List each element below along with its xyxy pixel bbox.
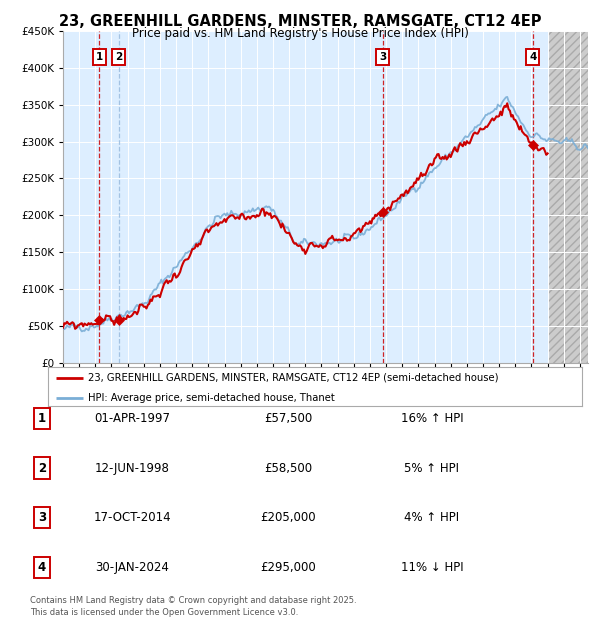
Text: 16% ↑ HPI: 16% ↑ HPI — [401, 412, 463, 425]
Text: This data is licensed under the Open Government Licence v3.0.: This data is licensed under the Open Gov… — [30, 608, 298, 617]
Text: 1: 1 — [38, 412, 46, 425]
Text: £57,500: £57,500 — [264, 412, 312, 425]
Text: 2: 2 — [38, 462, 46, 474]
Text: 01-APR-1997: 01-APR-1997 — [94, 412, 170, 425]
Text: 2: 2 — [115, 52, 122, 62]
Text: Price paid vs. HM Land Registry's House Price Index (HPI): Price paid vs. HM Land Registry's House … — [131, 27, 469, 40]
Text: 5% ↑ HPI: 5% ↑ HPI — [404, 462, 460, 474]
Text: 11% ↓ HPI: 11% ↓ HPI — [401, 561, 463, 574]
Text: 4: 4 — [529, 52, 536, 62]
Text: £295,000: £295,000 — [260, 561, 316, 574]
Text: 3: 3 — [38, 512, 46, 524]
Text: Contains HM Land Registry data © Crown copyright and database right 2025.: Contains HM Land Registry data © Crown c… — [30, 596, 356, 606]
Text: 23, GREENHILL GARDENS, MINSTER, RAMSGATE, CT12 4EP: 23, GREENHILL GARDENS, MINSTER, RAMSGATE… — [59, 14, 541, 29]
Text: 4% ↑ HPI: 4% ↑ HPI — [404, 512, 460, 524]
Bar — [63, 31, 548, 363]
Bar — [548, 31, 588, 363]
Text: 12-JUN-1998: 12-JUN-1998 — [95, 462, 169, 474]
Text: 30-JAN-2024: 30-JAN-2024 — [95, 561, 169, 574]
Text: 4: 4 — [38, 561, 46, 574]
Bar — [548, 31, 588, 363]
Text: HPI: Average price, semi-detached house, Thanet: HPI: Average price, semi-detached house,… — [88, 392, 335, 402]
Text: £205,000: £205,000 — [260, 512, 316, 524]
Text: 3: 3 — [379, 52, 386, 62]
Text: 1: 1 — [95, 52, 103, 62]
Text: 23, GREENHILL GARDENS, MINSTER, RAMSGATE, CT12 4EP (semi-detached house): 23, GREENHILL GARDENS, MINSTER, RAMSGATE… — [88, 373, 499, 383]
Text: £58,500: £58,500 — [264, 462, 312, 474]
Text: 17-OCT-2014: 17-OCT-2014 — [93, 512, 171, 524]
